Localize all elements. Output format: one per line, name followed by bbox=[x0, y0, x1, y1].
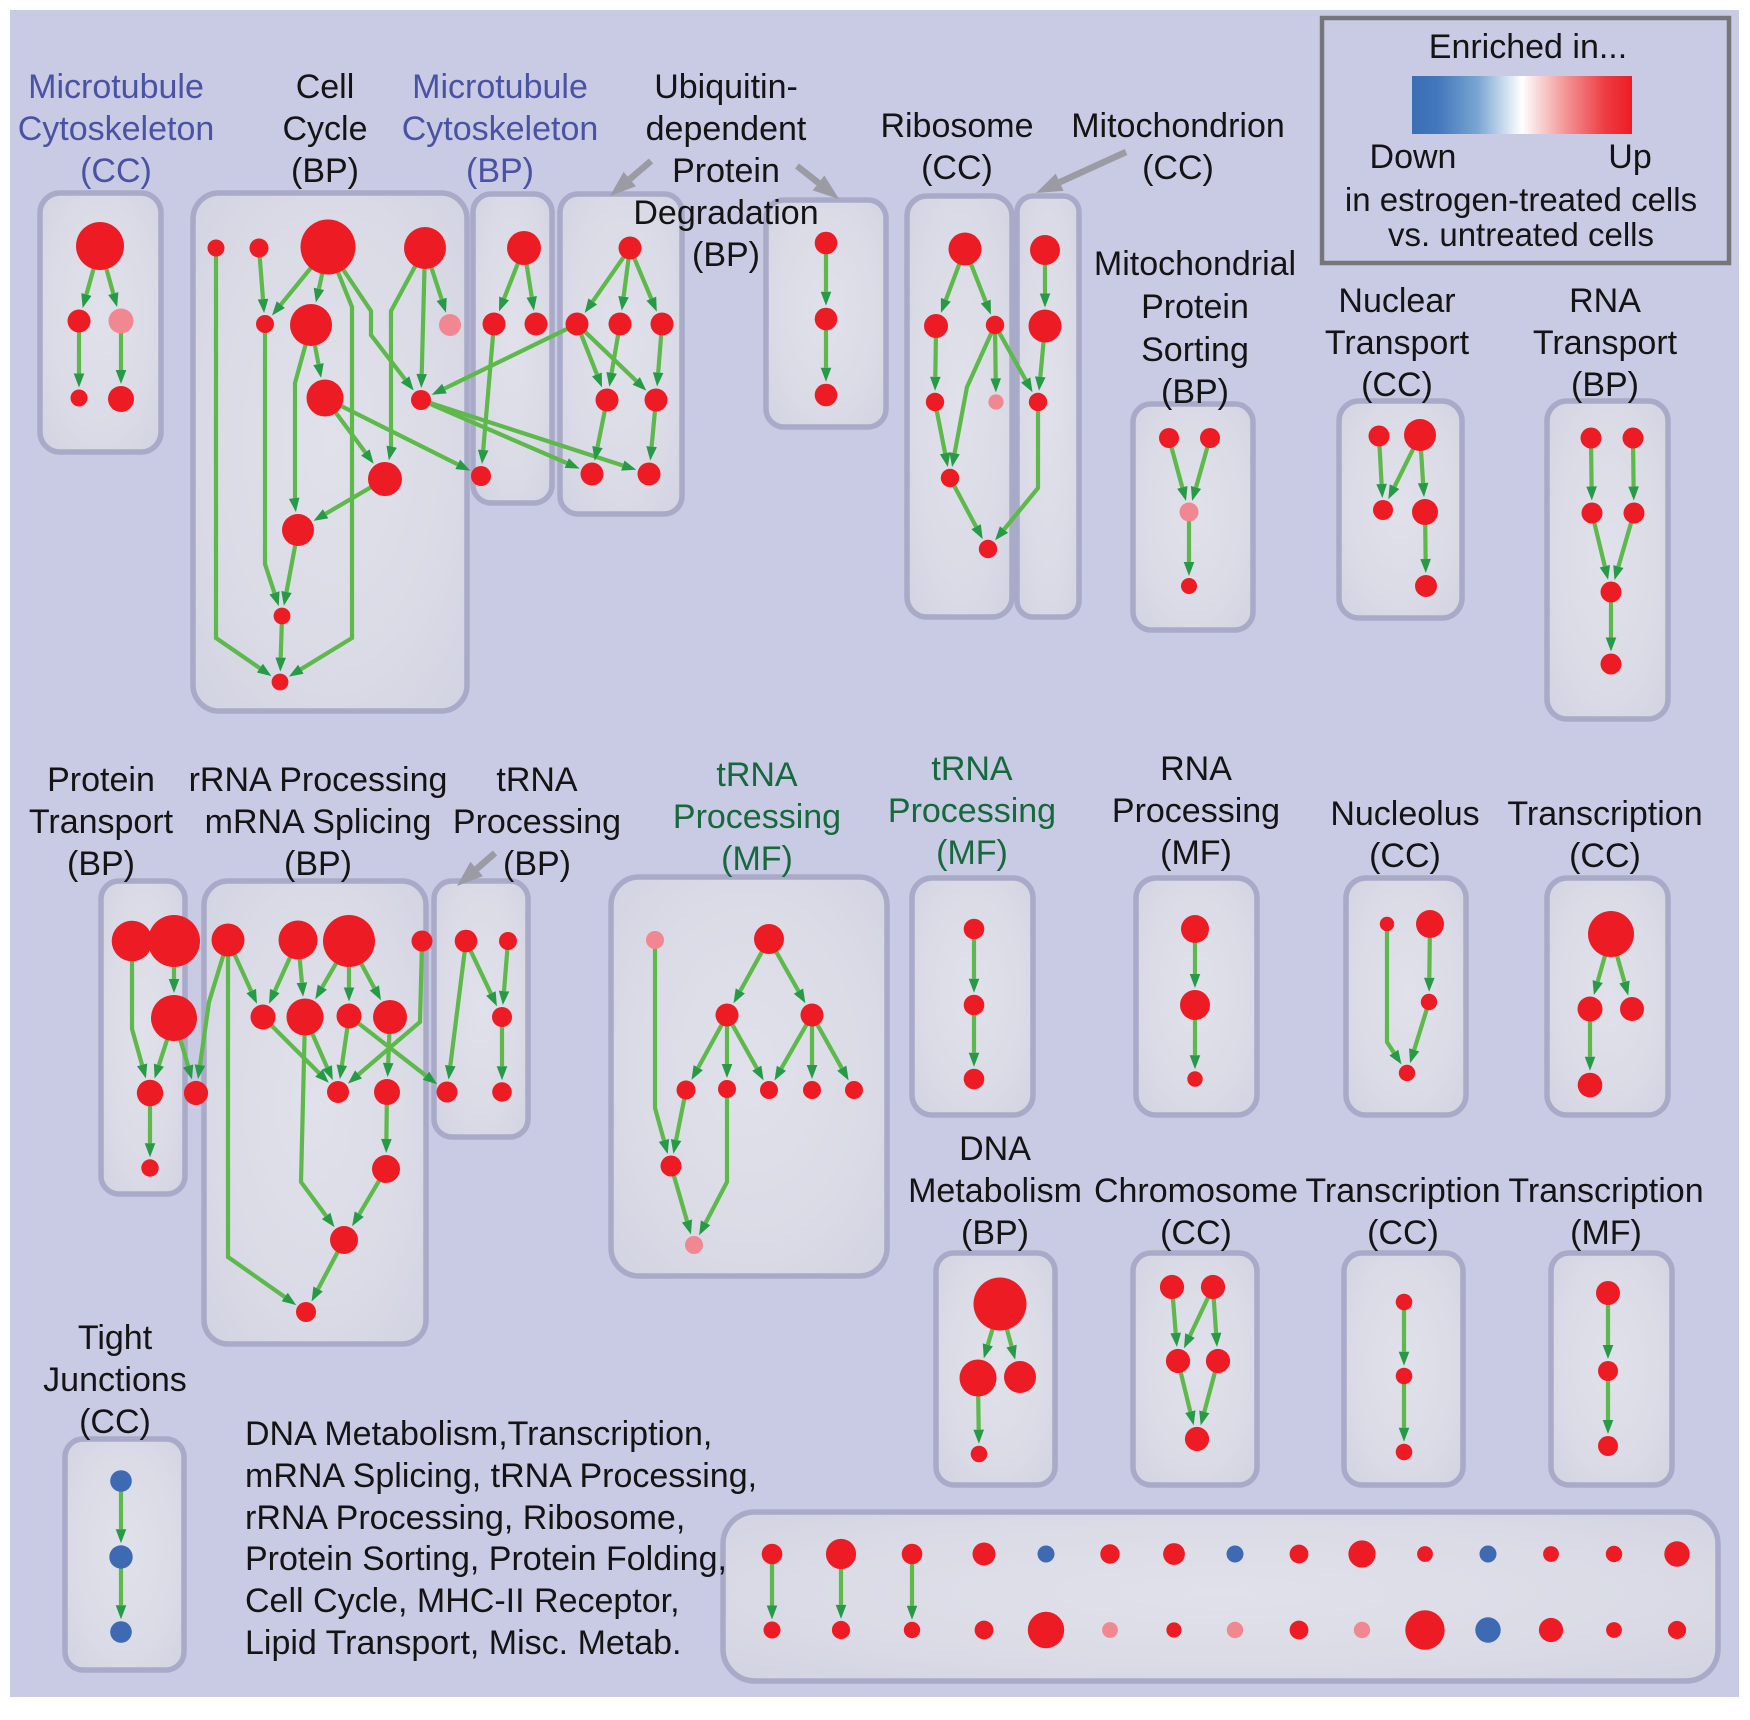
svg-text:(BP): (BP) bbox=[1571, 366, 1639, 404]
svg-text:rRNA Processing: rRNA Processing bbox=[189, 761, 448, 799]
svg-text:(CC): (CC) bbox=[1367, 1214, 1439, 1252]
svg-text:mRNA Splicing, tRNA Processing: mRNA Splicing, tRNA Processing, bbox=[245, 1457, 757, 1495]
svg-text:(CC): (CC) bbox=[921, 149, 993, 187]
svg-text:Processing: Processing bbox=[453, 803, 621, 841]
svg-text:DNA: DNA bbox=[959, 1130, 1031, 1168]
svg-text:tRNA: tRNA bbox=[716, 756, 798, 794]
svg-text:Cycle: Cycle bbox=[282, 110, 367, 148]
svg-text:Processing: Processing bbox=[888, 792, 1056, 830]
svg-text:Processing: Processing bbox=[1112, 792, 1280, 830]
svg-text:(CC): (CC) bbox=[1569, 837, 1641, 875]
svg-text:(BP): (BP) bbox=[67, 845, 135, 883]
svg-text:(CC): (CC) bbox=[79, 1403, 151, 1441]
svg-text:(BP): (BP) bbox=[284, 845, 352, 883]
svg-text:(BP): (BP) bbox=[291, 152, 359, 190]
svg-text:(CC): (CC) bbox=[1361, 366, 1433, 404]
svg-text:Microtubule: Microtubule bbox=[28, 68, 204, 106]
svg-text:(CC): (CC) bbox=[1160, 1214, 1232, 1252]
svg-text:Metabolism: Metabolism bbox=[908, 1172, 1082, 1210]
svg-text:Nucleolus: Nucleolus bbox=[1330, 795, 1479, 833]
svg-text:Processing: Processing bbox=[673, 798, 841, 836]
svg-text:rRNA Processing, Ribosome,: rRNA Processing, Ribosome, bbox=[245, 1499, 685, 1537]
svg-text:(MF): (MF) bbox=[1160, 834, 1232, 872]
svg-text:Transcription: Transcription bbox=[1507, 795, 1702, 833]
svg-text:Chromosome: Chromosome bbox=[1094, 1172, 1298, 1210]
svg-text:Down: Down bbox=[1370, 138, 1457, 176]
svg-text:RNA: RNA bbox=[1160, 750, 1232, 788]
svg-text:Sorting: Sorting bbox=[1141, 331, 1249, 369]
svg-text:Lipid Transport, Misc. Metab.: Lipid Transport, Misc. Metab. bbox=[245, 1624, 682, 1662]
svg-text:Ribosome: Ribosome bbox=[880, 107, 1033, 145]
svg-text:RNA: RNA bbox=[1569, 282, 1641, 320]
svg-text:(CC): (CC) bbox=[1369, 837, 1441, 875]
svg-text:tRNA: tRNA bbox=[931, 750, 1013, 788]
svg-text:DNA Metabolism,Transcription,: DNA Metabolism,Transcription, bbox=[245, 1415, 712, 1453]
svg-text:(CC): (CC) bbox=[80, 152, 152, 190]
svg-text:Transport: Transport bbox=[1533, 324, 1678, 362]
svg-text:Microtubule: Microtubule bbox=[412, 68, 588, 106]
svg-text:dependent: dependent bbox=[646, 110, 807, 148]
svg-text:(MF): (MF) bbox=[1570, 1214, 1642, 1252]
svg-text:(MF): (MF) bbox=[721, 840, 793, 878]
svg-text:Up: Up bbox=[1608, 138, 1651, 176]
svg-text:Cytoskeleton: Cytoskeleton bbox=[18, 110, 215, 148]
svg-text:Nuclear: Nuclear bbox=[1338, 282, 1455, 320]
svg-text:in estrogen-treated cells: in estrogen-treated cells bbox=[1345, 181, 1697, 218]
svg-text:Junctions: Junctions bbox=[43, 1361, 187, 1399]
svg-text:Cell: Cell bbox=[296, 68, 355, 106]
svg-text:Degradation: Degradation bbox=[633, 194, 818, 232]
svg-text:(BP): (BP) bbox=[961, 1214, 1029, 1252]
svg-text:vs. untreated cells: vs. untreated cells bbox=[1388, 216, 1654, 253]
svg-text:Protein: Protein bbox=[672, 152, 780, 190]
svg-text:(BP): (BP) bbox=[1161, 373, 1229, 411]
svg-text:Mitochondrial: Mitochondrial bbox=[1094, 245, 1296, 283]
svg-text:mRNA Splicing: mRNA Splicing bbox=[205, 803, 432, 841]
svg-text:Cytoskeleton: Cytoskeleton bbox=[402, 110, 599, 148]
svg-text:(MF): (MF) bbox=[936, 834, 1008, 872]
svg-text:Transport: Transport bbox=[29, 803, 174, 841]
svg-text:Transport: Transport bbox=[1325, 324, 1470, 362]
svg-text:Protein: Protein bbox=[1141, 288, 1249, 326]
svg-text:Transcription: Transcription bbox=[1508, 1172, 1703, 1210]
svg-text:Transcription: Transcription bbox=[1305, 1172, 1500, 1210]
svg-text:(BP): (BP) bbox=[466, 152, 534, 190]
svg-text:Cell Cycle, MHC-II Receptor,: Cell Cycle, MHC-II Receptor, bbox=[245, 1582, 680, 1620]
svg-text:Enriched in...: Enriched in... bbox=[1429, 28, 1627, 66]
svg-text:Ubiquitin-: Ubiquitin- bbox=[654, 68, 798, 106]
svg-text:(CC): (CC) bbox=[1142, 149, 1214, 187]
svg-text:Protein: Protein bbox=[47, 761, 155, 799]
svg-text:Tight: Tight bbox=[78, 1319, 153, 1357]
svg-text:(BP): (BP) bbox=[503, 845, 571, 883]
svg-text:(BP): (BP) bbox=[692, 236, 760, 274]
svg-text:Protein Sorting, Protein Foldi: Protein Sorting, Protein Folding, bbox=[245, 1540, 727, 1578]
svg-text:Mitochondrion: Mitochondrion bbox=[1071, 107, 1285, 145]
svg-text:tRNA: tRNA bbox=[496, 761, 578, 799]
